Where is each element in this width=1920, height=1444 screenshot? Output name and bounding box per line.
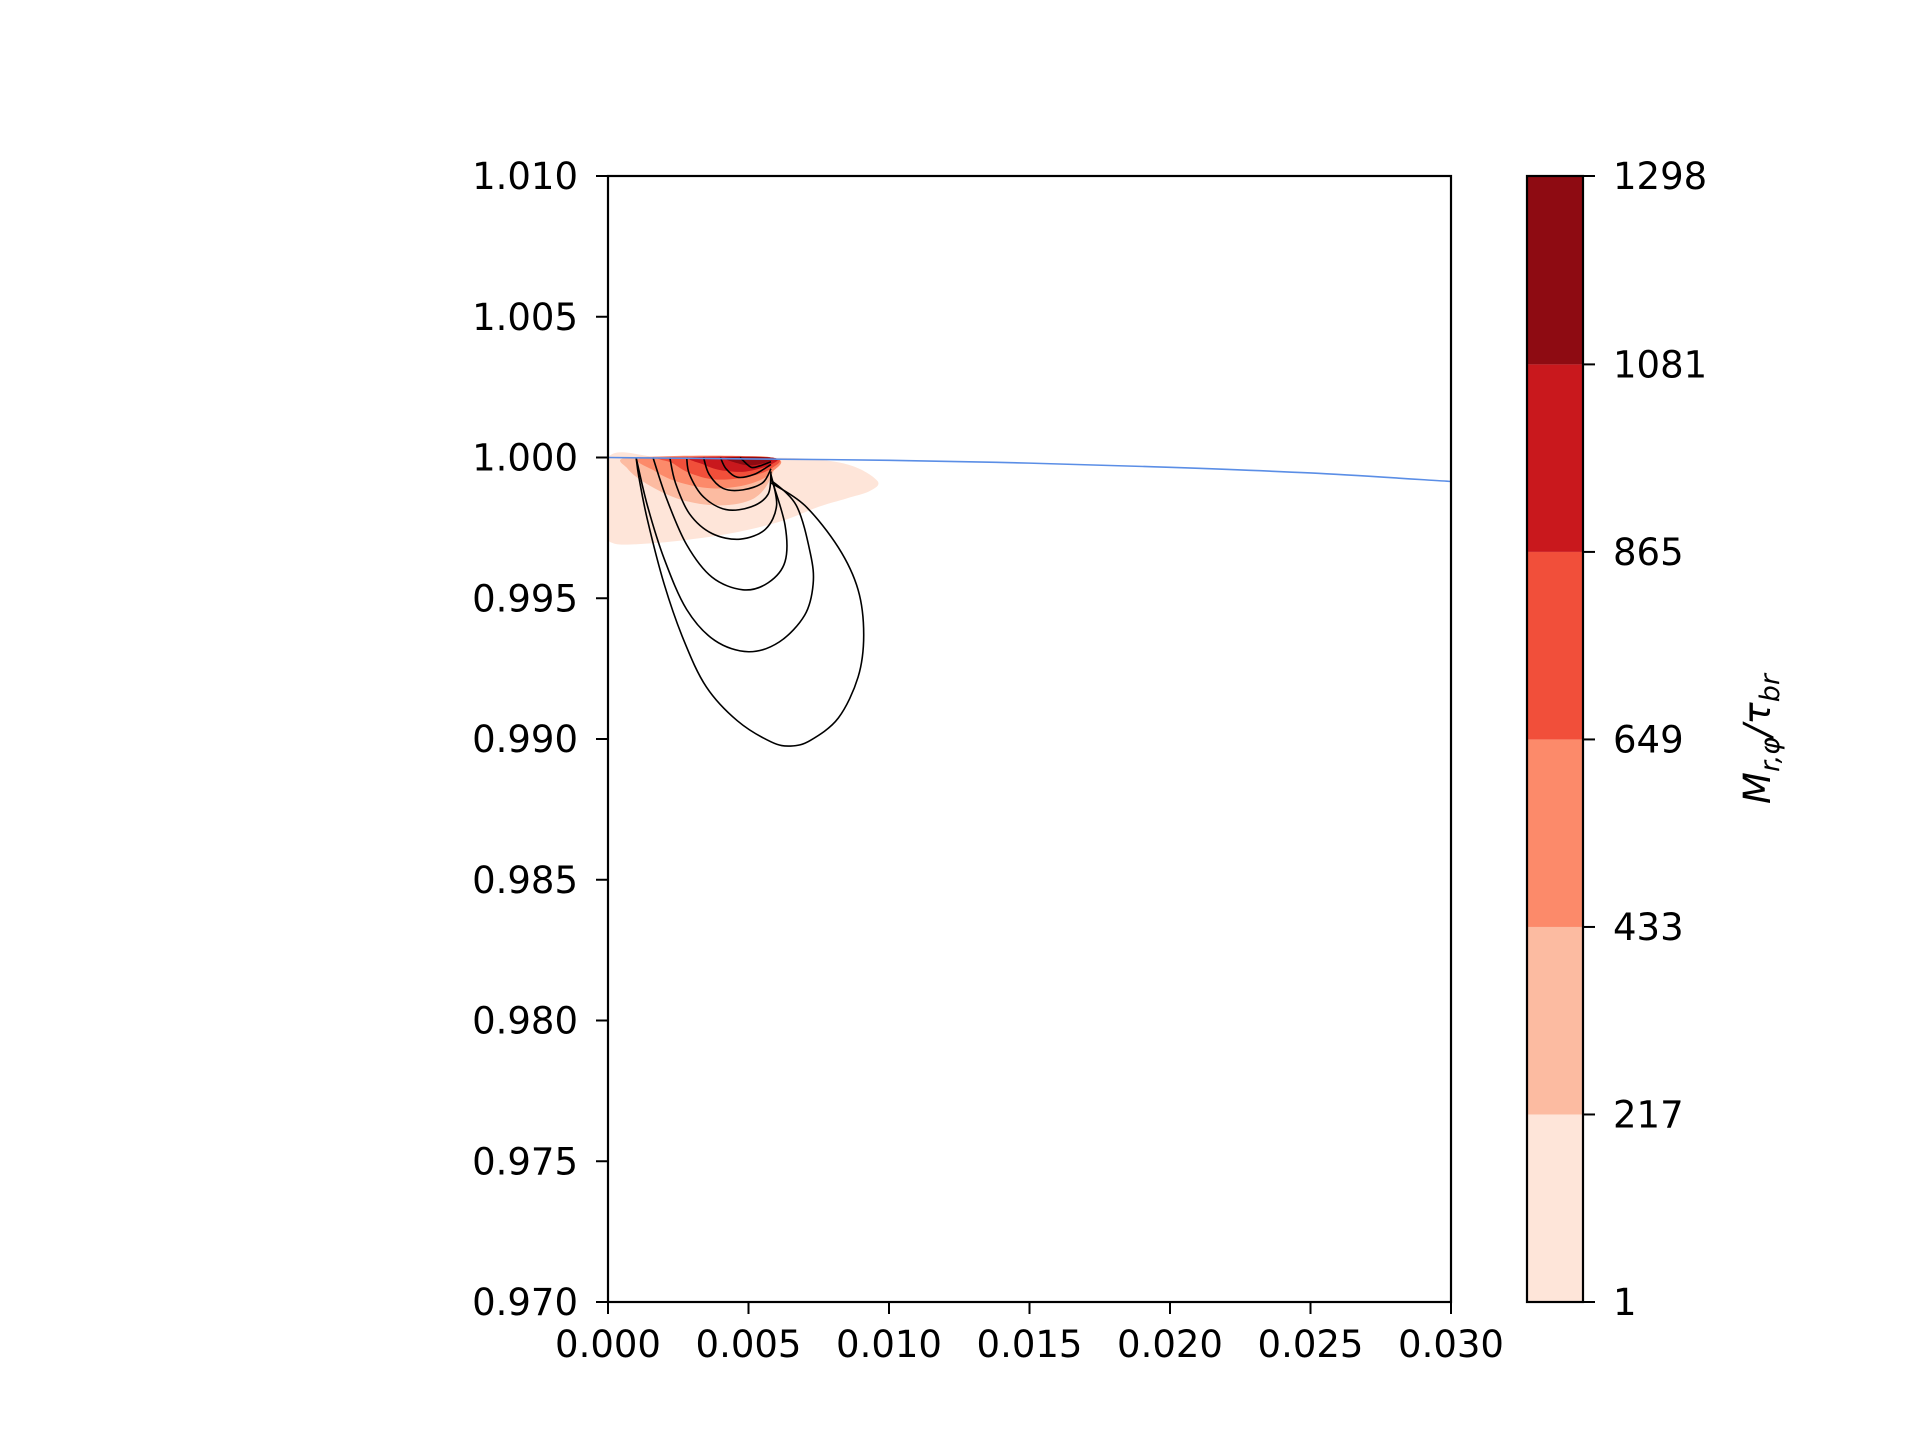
contour-line-7 (635, 457, 865, 747)
y-axis: 1.010 1.005 1.000 0.995 0.990 0.985 0.980 0.975… (472, 155, 608, 1324)
x-tick-label: 0.015 (977, 1323, 1083, 1366)
contour-line-2 (702, 457, 772, 492)
y-tick-label: 0.975 (472, 1140, 578, 1183)
colorbar-tick-label: 649 (1613, 718, 1684, 761)
x-tick-label: 0.000 (555, 1323, 661, 1366)
colorbar: 1 217 433 649 865 1081 1298 Mr,φ/τbr (1525, 155, 1786, 1324)
colorbar-tick-label: 1081 (1613, 343, 1707, 386)
colorbar-tick-label: 865 (1613, 531, 1684, 574)
x-tick-label: 0.010 (836, 1323, 942, 1366)
colorbar-segment-5 (1527, 176, 1583, 365)
colorbar-tick-label: 1298 (1613, 155, 1707, 198)
y-tick-label: 0.980 (472, 1000, 578, 1043)
contour-line-4 (669, 457, 778, 541)
x-tick-label: 0.005 (696, 1323, 802, 1366)
y-tick-label: 0.985 (472, 859, 578, 902)
colorbar-segment-2 (1527, 739, 1583, 927)
x-axis: 0.000 0.005 0.010 0.015 0.020 0.025 0.030 (555, 1302, 1504, 1366)
y-tick-label: 1.010 (472, 155, 578, 198)
plot-area (608, 452, 1451, 747)
x-tick-label: 0.025 (1258, 1323, 1364, 1366)
x-tick-label: 0.030 (1398, 1323, 1504, 1366)
colorbar-segment-0 (1527, 1114, 1583, 1302)
y-tick-label: 0.995 (472, 577, 578, 620)
x-tick-label: 0.020 (1117, 1323, 1223, 1366)
colorbar-segment-3 (1527, 551, 1583, 740)
colorbar-label: Mr,φ/τbr (1736, 672, 1786, 804)
colorbar-tick-label: 433 (1613, 906, 1684, 949)
y-tick-label: 0.990 (472, 718, 578, 761)
surface-line (608, 456, 1451, 483)
contour-line-1 (719, 457, 772, 479)
colorbar-tick-label: 1 (1613, 1281, 1637, 1324)
y-tick-label: 1.000 (472, 437, 578, 480)
contour-line-3 (685, 457, 772, 511)
contour-line-5 (652, 457, 788, 591)
y-tick-label: 0.970 (472, 1281, 578, 1324)
contour-line-6 (635, 457, 815, 653)
colorbar-segment-1 (1527, 926, 1583, 1115)
colorbar-tick-label: 217 (1613, 1093, 1684, 1136)
colorbar-segment-4 (1527, 364, 1583, 552)
y-tick-label: 1.005 (472, 296, 578, 339)
